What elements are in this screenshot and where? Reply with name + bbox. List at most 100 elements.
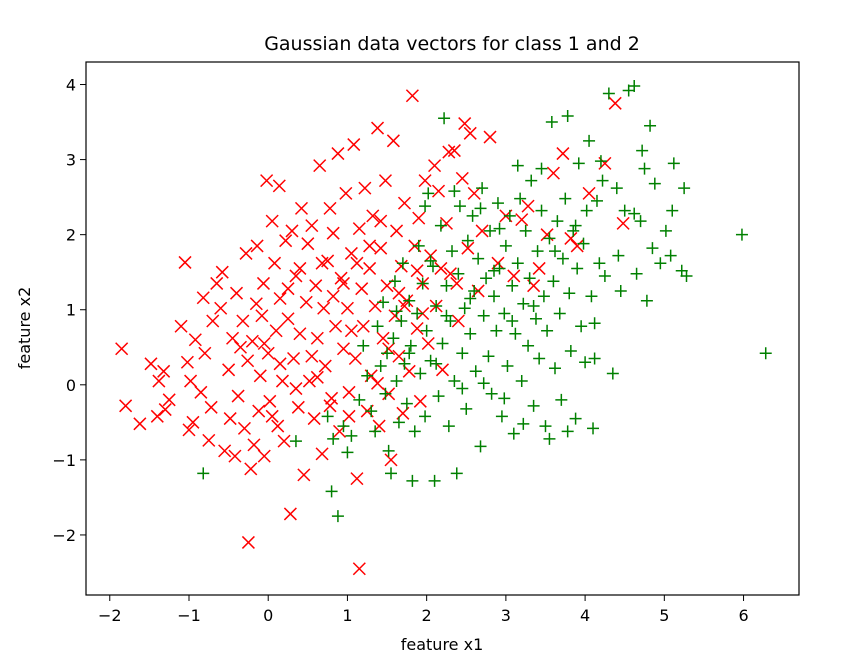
- class-2-point: [535, 162, 548, 175]
- class-1-point: [413, 394, 427, 408]
- class-2-point: [680, 269, 693, 282]
- x-tick-label: 3: [501, 606, 511, 625]
- class-1-point: [463, 126, 477, 140]
- class-2-point: [517, 417, 530, 430]
- class-2-point: [361, 369, 374, 382]
- y-tick-label: 4: [66, 76, 76, 95]
- chart-title: Gaussian data vectors for class 1 and 2: [264, 33, 640, 55]
- class-2-point: [453, 200, 466, 213]
- class-2-point: [396, 257, 409, 270]
- class-1-point: [247, 438, 261, 452]
- class-1-point: [158, 403, 172, 417]
- class-2-point: [381, 347, 394, 360]
- class-1-point: [281, 282, 295, 296]
- class-1-point: [233, 340, 248, 354]
- class-1-point: [348, 351, 362, 366]
- class-2-point: [602, 87, 615, 100]
- class-1-point: [458, 117, 472, 131]
- x-tick-label: 2: [422, 606, 432, 625]
- class-1-point: [342, 385, 356, 399]
- class-2-point: [499, 239, 512, 252]
- class-1-point: [277, 434, 291, 448]
- class-1-point: [196, 291, 210, 305]
- class-1-point: [317, 301, 331, 315]
- x-tick-label: 6: [738, 606, 748, 625]
- class-2-point: [420, 324, 433, 337]
- class-2-point: [564, 345, 577, 358]
- class-1-point: [366, 209, 380, 223]
- class-2-point: [514, 192, 527, 205]
- class-2-point: [559, 192, 572, 205]
- class-1-point: [215, 265, 229, 279]
- class-2-point: [567, 224, 580, 237]
- class-1-point: [210, 276, 224, 290]
- class-1-point: [115, 342, 129, 356]
- class-1-point: [188, 333, 202, 347]
- class-1-point: [374, 241, 388, 255]
- class-2-point: [606, 367, 619, 380]
- class-1-point: [283, 507, 297, 521]
- class-1-point: [582, 186, 596, 200]
- class-1-point: [214, 301, 228, 315]
- class-1-point: [307, 412, 321, 426]
- y-tick-label: 3: [66, 151, 76, 170]
- class-1-point: [363, 261, 377, 275]
- class-2-point: [448, 375, 461, 388]
- class-2-point: [580, 204, 593, 217]
- class-1-point: [515, 213, 529, 227]
- class-1-point: [325, 391, 339, 405]
- class-1-point: [256, 276, 270, 290]
- class-1-point: [344, 246, 358, 260]
- class-2-point: [517, 297, 530, 310]
- class-1-point: [253, 369, 267, 383]
- class-1-point: [392, 349, 406, 363]
- class-2-point: [357, 339, 370, 352]
- class-2-point: [506, 314, 519, 327]
- class-2-point: [428, 474, 441, 487]
- class-1-point: [315, 447, 329, 461]
- x-axis: −2 −1 0 1 2 3 4 5 6: [98, 595, 749, 625]
- class-1-point: [350, 256, 364, 270]
- class-1-point: [342, 409, 356, 423]
- class-1-point: [570, 239, 584, 253]
- class-1-point: [397, 196, 412, 210]
- class-2-point: [648, 177, 661, 190]
- class-2-point: [555, 393, 568, 406]
- class-2-point: [628, 80, 641, 93]
- class-2-point: [341, 446, 354, 459]
- class-2-point: [543, 232, 556, 245]
- class-2-point: [327, 432, 340, 445]
- class-2-point: [438, 112, 451, 125]
- class-1-point: [236, 314, 250, 328]
- class-1-point: [410, 321, 424, 336]
- class-1-point: [447, 144, 461, 158]
- class-1-point: [289, 382, 303, 396]
- class-1-point: [273, 357, 287, 371]
- class-1-point: [272, 179, 286, 193]
- class-2-point: [527, 399, 540, 412]
- class-1-point: [252, 404, 266, 418]
- class-2-point: [527, 299, 540, 312]
- class-1-point: [237, 421, 251, 435]
- class-1-point: [244, 462, 258, 476]
- class-1-point: [293, 261, 307, 275]
- class-2-point: [618, 204, 631, 217]
- class-2-point: [289, 435, 302, 448]
- class-1-point: [261, 346, 275, 360]
- class-2-point: [515, 375, 528, 388]
- class-1-point: [390, 224, 404, 238]
- class-2-point: [503, 209, 516, 222]
- class-1-point: [439, 216, 453, 230]
- class-2-point: [469, 365, 482, 378]
- class-1-point: [257, 336, 271, 351]
- class-1-point: [376, 331, 390, 345]
- class-2-point: [390, 375, 403, 388]
- class-2-point: [404, 339, 417, 352]
- class-2-point: [583, 134, 596, 147]
- class-2-point: [659, 224, 672, 237]
- class-2-point: [634, 215, 647, 228]
- class-2-point: [593, 257, 606, 270]
- class-2-point: [522, 339, 535, 352]
- class-1-point: [294, 201, 309, 215]
